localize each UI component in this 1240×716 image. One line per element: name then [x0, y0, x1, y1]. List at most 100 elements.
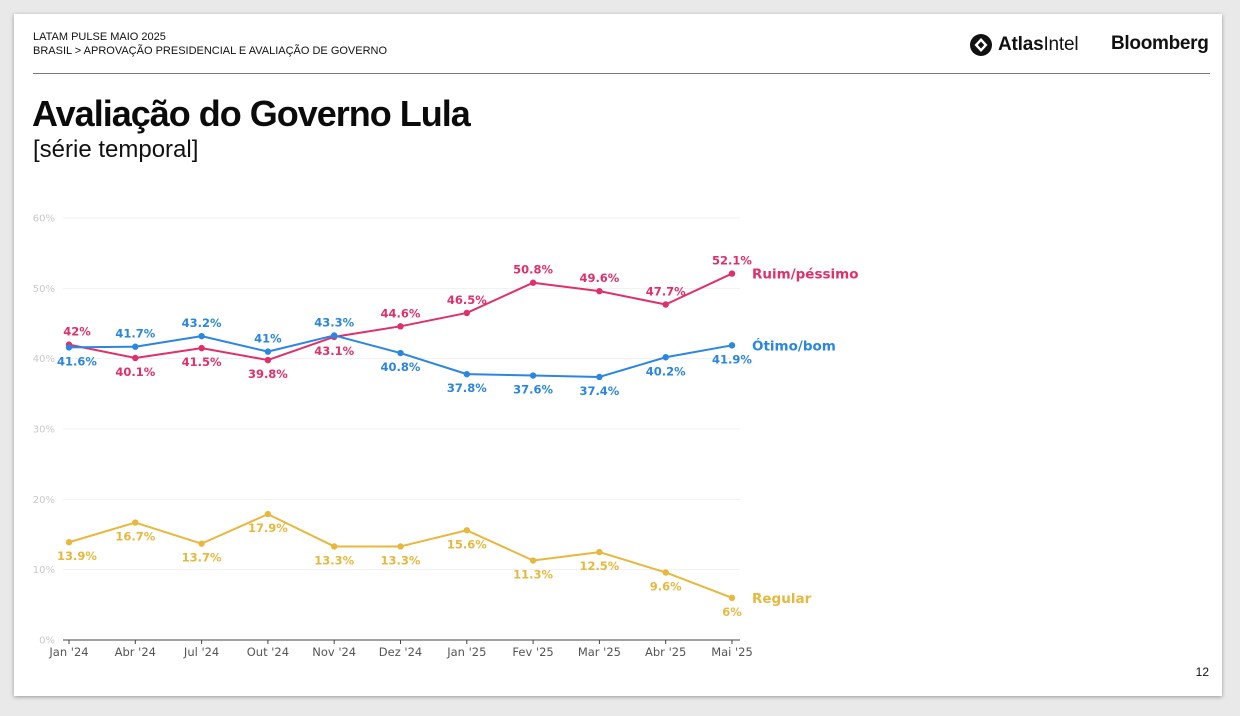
page-title: Avaliação do Governo Lula	[32, 93, 471, 134]
y-tick-label: 30%	[33, 425, 55, 436]
data-label-regular: 13.9%	[57, 549, 97, 563]
data-label-regular: 13.3%	[314, 553, 354, 567]
y-tick-label: 40%	[33, 354, 55, 365]
series-name-regular: Regular	[752, 591, 812, 607]
x-tick-label: Jan '25	[446, 645, 486, 659]
page-subtitle: [série temporal]	[33, 136, 199, 163]
data-point-regular	[132, 519, 139, 526]
data-label-regular: 17.9%	[248, 521, 288, 535]
data-label-otimo-bom: 41%	[254, 332, 282, 346]
data-point-ruim-pessimo	[728, 270, 736, 277]
data-point-otimo-bom	[65, 344, 73, 351]
data-label-otimo-bom: 37.4%	[579, 384, 619, 398]
x-tick-label: Nov '24	[312, 645, 356, 659]
line-chart: 0% 10% 20% 30% 40% 50% 60% Jan '24 Abr '24 Jul '2…	[33, 214, 859, 660]
series-name-ruim-pessimo: Ruim/péssimo	[752, 267, 859, 283]
data-label-otimo-bom: 37.8%	[447, 381, 487, 395]
data-label-otimo-bom: 43.2%	[182, 316, 222, 330]
data-point-otimo-bom	[198, 332, 205, 340]
chart-gridlines	[63, 217, 740, 571]
breadcrumb: BRASIL > APROVAÇÃO PRESIDENCIAL E AVALIA…	[33, 45, 388, 57]
data-label-otimo-bom: 40.2%	[646, 364, 686, 378]
y-tick-label: 20%	[33, 495, 55, 506]
data-label-ruim-pessimo: 43.1%	[314, 344, 354, 358]
data-label-ruim-pessimo: 41.5%	[182, 355, 222, 369]
data-point-ruim-pessimo	[529, 279, 537, 286]
data-label-regular: 9.6%	[650, 579, 682, 593]
data-label-regular: 13.3%	[381, 553, 421, 567]
data-point-otimo-bom	[529, 372, 537, 379]
data-label-ruim-pessimo: 47.7%	[646, 285, 686, 299]
data-label-otimo-bom: 41.9%	[712, 352, 752, 366]
data-label-otimo-bom: 37.6%	[513, 383, 553, 397]
series-name-otimo-bom: Ótimo/bom	[752, 336, 836, 354]
data-label-regular: 11.3%	[513, 568, 553, 582]
data-label-ruim-pessimo: 42%	[63, 325, 91, 339]
data-label-ruim-pessimo: 50.8%	[513, 263, 553, 277]
data-label-regular: 13.7%	[182, 551, 222, 565]
page-number: 12	[1195, 665, 1209, 679]
data-point-otimo-bom	[264, 348, 272, 355]
x-tick-label: Out '24	[247, 645, 289, 659]
data-label-otimo-bom: 40.8%	[381, 360, 421, 374]
data-point-otimo-bom	[132, 343, 139, 350]
data-point-otimo-bom	[596, 373, 603, 381]
x-tick-label: Abr '24	[115, 645, 156, 659]
y-tick-label: 10%	[33, 565, 55, 576]
atlasintel-logo: AtlasIntel	[969, 32, 1079, 58]
data-point-ruim-pessimo	[132, 354, 139, 362]
x-tick-label: Dez '24	[379, 645, 422, 659]
data-label-ruim-pessimo: 49.6%	[579, 271, 619, 285]
x-tick-label: Jan '24	[48, 645, 88, 659]
x-tick-label: Mai '25	[711, 645, 753, 659]
data-point-ruim-pessimo	[397, 323, 404, 330]
data-label-otimo-bom: 41.7%	[115, 327, 155, 341]
data-point-regular	[662, 569, 669, 576]
data-point-regular	[264, 510, 272, 518]
data-label-ruim-pessimo: 46.5%	[447, 293, 487, 307]
y-tick-label: 50%	[33, 284, 55, 295]
y-tick-label: 0%	[39, 636, 55, 647]
data-point-otimo-bom	[331, 332, 338, 339]
data-point-regular	[65, 539, 73, 546]
data-label-otimo-bom: 41.6%	[57, 354, 97, 368]
data-point-ruim-pessimo	[264, 356, 272, 364]
data-label-regular: 16.7%	[115, 530, 155, 544]
data-label-regular: 12.5%	[579, 559, 619, 573]
data-point-regular	[397, 543, 404, 550]
data-point-ruim-pessimo	[596, 287, 603, 295]
chart-data-labels: 42% 40.1% 41.5% 39.8% 43.1% 44.6% 46.5% 50.8% 49…	[57, 254, 858, 619]
data-label-ruim-pessimo: 40.1%	[115, 365, 155, 379]
data-point-regular	[463, 527, 470, 534]
data-point-otimo-bom	[463, 370, 470, 378]
data-point-regular	[596, 548, 603, 556]
bloomberg-logo: Bloomberg	[1111, 33, 1209, 54]
header-divider	[33, 73, 1210, 74]
data-label-regular: 15.6%	[447, 537, 487, 551]
atlasintel-wordmark: AtlasIntel	[998, 34, 1079, 55]
data-label-ruim-pessimo: 39.8%	[248, 367, 288, 381]
data-point-regular	[728, 594, 736, 601]
slide: LATAM PULSE MAIO 2025 BRASIL > APROVAÇÃO…	[14, 14, 1222, 696]
data-point-ruim-pessimo	[463, 309, 470, 317]
data-point-ruim-pessimo	[198, 344, 205, 352]
x-tick-label: Mar '25	[578, 645, 621, 659]
x-tick-label: Abr '25	[645, 645, 686, 659]
atlasintel-logo-icon	[970, 34, 992, 56]
data-point-regular	[331, 543, 338, 550]
chart-axes: 0% 10% 20% 30% 40% 50% 60% Jan '24 Abr '24 Jul '2…	[33, 214, 753, 660]
report-name: LATAM PULSE MAIO 2025	[33, 31, 166, 43]
data-point-otimo-bom	[397, 349, 404, 357]
data-point-otimo-bom	[728, 342, 736, 349]
chart-series	[65, 270, 736, 601]
data-label-ruim-pessimo: 52.1%	[712, 254, 752, 268]
y-tick-label: 60%	[33, 214, 55, 225]
data-point-otimo-bom	[662, 354, 669, 361]
report-header: LATAM PULSE MAIO 2025 BRASIL > APROVAÇÃO…	[33, 30, 387, 58]
data-point-regular	[198, 540, 205, 547]
data-point-ruim-pessimo	[662, 301, 669, 308]
x-tick-label: Jul '24	[183, 645, 219, 659]
data-label-otimo-bom: 43.3%	[314, 315, 354, 329]
data-label-regular: 6%	[722, 605, 742, 619]
data-label-ruim-pessimo: 44.6%	[381, 306, 421, 320]
